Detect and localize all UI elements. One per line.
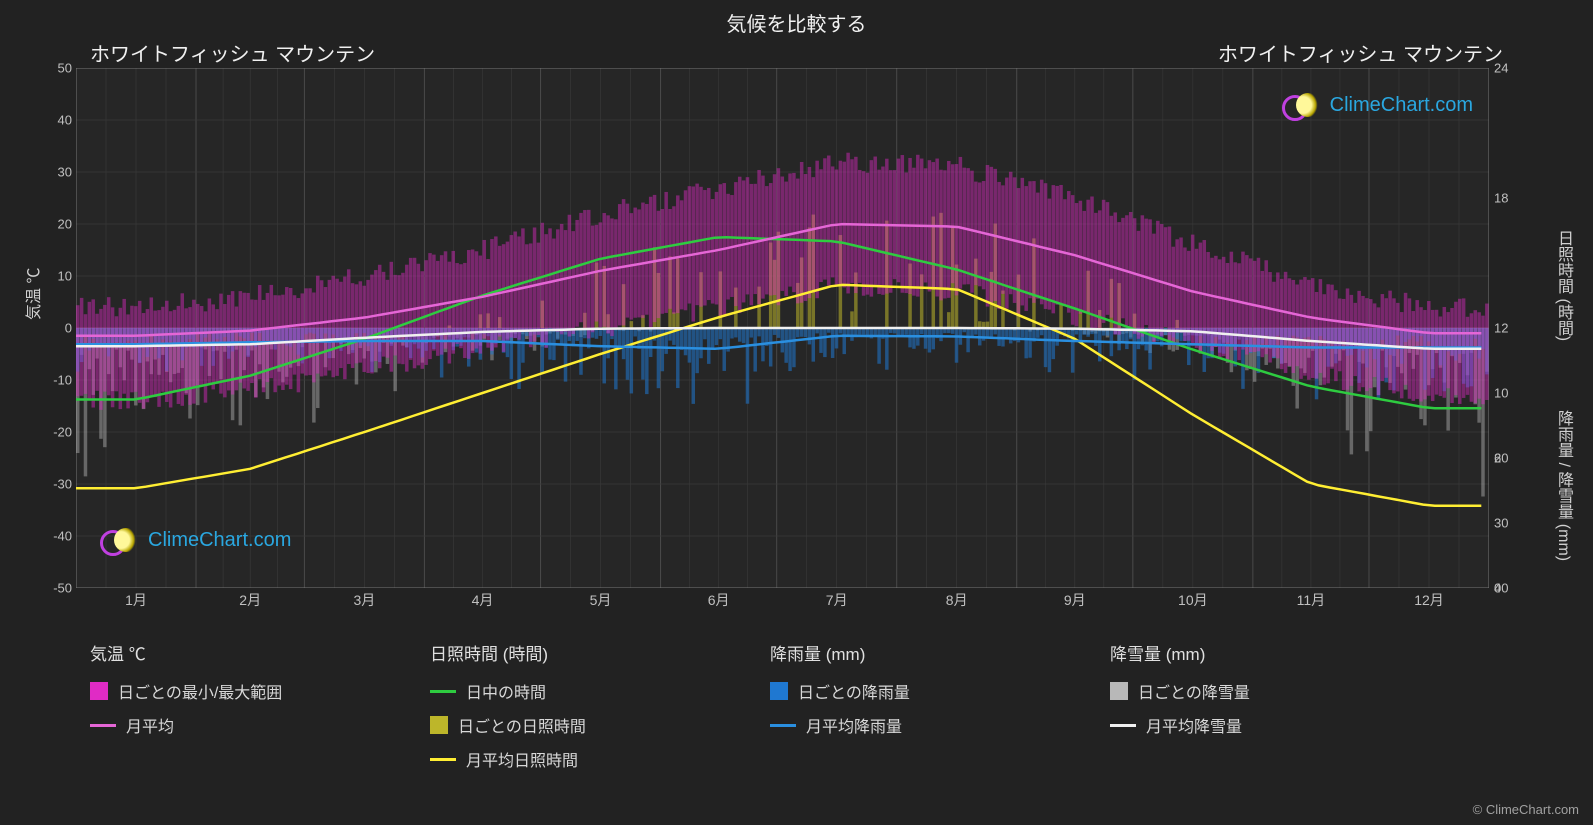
legend-label: 月平均 bbox=[126, 713, 174, 737]
x-tick-month: 3月 bbox=[354, 590, 376, 610]
x-tick-month: 7月 bbox=[826, 590, 848, 610]
legend-swatch bbox=[430, 758, 456, 761]
y-tick-left: 10 bbox=[44, 269, 72, 284]
y-tick-left: 40 bbox=[44, 113, 72, 128]
legend-group: 降雪量 (mm) 日ごとの降雪量月平均降雪量 bbox=[1110, 640, 1410, 771]
legend: 気温 ℃ 日ごとの最小/最大範囲月平均 日照時間 (時間) 日中の時間日ごとの日照時間… bbox=[90, 640, 1510, 771]
x-tick-month: 10月 bbox=[1178, 590, 1208, 610]
x-ticks-months: 1月 2月 3月 4月 5月 6月 7月 8月 9月 10月 11月 12月 bbox=[76, 590, 1489, 614]
legend-swatch bbox=[770, 724, 796, 727]
y-tick-left: -40 bbox=[44, 529, 72, 544]
x-tick-month: 5月 bbox=[590, 590, 612, 610]
legend-swatch bbox=[1110, 724, 1136, 727]
y-tick-left: -30 bbox=[44, 477, 72, 492]
y-tick-left: 30 bbox=[44, 165, 72, 180]
y-tick-left: 20 bbox=[44, 217, 72, 232]
y-tick-left: 0 bbox=[44, 321, 72, 336]
legend-swatch bbox=[430, 716, 448, 734]
legend-label: 日ごとの最小/最大範囲 bbox=[118, 679, 282, 703]
legend-swatch bbox=[1110, 682, 1128, 700]
legend-label: 日ごとの降雨量 bbox=[798, 679, 910, 703]
legend-label: 月平均降雪量 bbox=[1146, 713, 1242, 737]
legend-item: 日ごとの最小/最大範囲 bbox=[90, 679, 390, 703]
legend-item: 日ごとの降雪量 bbox=[1110, 679, 1410, 703]
y-tick-left: 50 bbox=[44, 61, 72, 76]
legend-label: 月平均日照時間 bbox=[466, 747, 578, 771]
copyright-label: © ClimeChart.com bbox=[1473, 802, 1579, 817]
x-tick-month: 8月 bbox=[946, 590, 968, 610]
y-tick-right-precip: 10 bbox=[1494, 386, 1524, 401]
legend-group-title: 気温 ℃ bbox=[90, 640, 390, 665]
legend-swatch bbox=[90, 724, 116, 727]
legend-item: 日中の時間 bbox=[430, 679, 730, 703]
legend-item: 月平均降雪量 bbox=[1110, 713, 1410, 737]
y-tick-left: -10 bbox=[44, 373, 72, 388]
x-tick-month: 1月 bbox=[125, 590, 147, 610]
x-tick-month: 4月 bbox=[472, 590, 494, 610]
y-axis-right-top-label: 日照時間 (時間) bbox=[1551, 230, 1575, 341]
legend-label: 日中の時間 bbox=[466, 679, 546, 703]
y-tick-right-precip: 30 bbox=[1494, 516, 1524, 531]
legend-item: 月平均降雨量 bbox=[770, 713, 1070, 737]
legend-label: 日ごとの降雪量 bbox=[1138, 679, 1250, 703]
location-label-right: ホワイトフィッシュ マウンテン bbox=[1218, 38, 1503, 67]
y-ticks-left: -50-40-30-20-1001020304050 bbox=[44, 68, 72, 588]
x-tick-month: 11月 bbox=[1297, 590, 1326, 610]
legend-group-title: 降雪量 (mm) bbox=[1110, 640, 1410, 665]
legend-label: 日ごとの日照時間 bbox=[458, 713, 586, 737]
x-tick-month: 9月 bbox=[1064, 590, 1086, 610]
legend-item: 日ごとの降雨量 bbox=[770, 679, 1070, 703]
legend-group-title: 日照時間 (時間) bbox=[430, 640, 730, 665]
legend-group-title: 降雨量 (mm) bbox=[770, 640, 1070, 665]
legend-group: 気温 ℃ 日ごとの最小/最大範囲月平均 bbox=[90, 640, 390, 771]
legend-item: 日ごとの日照時間 bbox=[430, 713, 730, 737]
location-label-left: ホワイトフィッシュ マウンテン bbox=[90, 38, 375, 67]
legend-item: 月平均 bbox=[90, 713, 390, 737]
y-ticks-right-precip: 10203040 bbox=[1494, 68, 1524, 588]
y-tick-right-precip: 20 bbox=[1494, 451, 1524, 466]
legend-group: 日照時間 (時間) 日中の時間日ごとの日照時間月平均日照時間 bbox=[430, 640, 730, 771]
chart-svg bbox=[76, 68, 1489, 588]
legend-group: 降雨量 (mm) 日ごとの降雨量月平均降雨量 bbox=[770, 640, 1070, 771]
y-tick-left: -20 bbox=[44, 425, 72, 440]
legend-label: 月平均降雨量 bbox=[806, 713, 902, 737]
chart-title: 気候を比較する bbox=[0, 8, 1593, 37]
legend-item: 月平均日照時間 bbox=[430, 747, 730, 771]
y-axis-right-bottom-label: 降雨量 / 降雪量 (mm) bbox=[1551, 410, 1575, 561]
y-tick-right-precip: 40 bbox=[1494, 581, 1524, 596]
y-axis-left-label: 気温 ℃ bbox=[20, 268, 44, 320]
chart-plot-area bbox=[76, 68, 1489, 588]
x-tick-month: 2月 bbox=[239, 590, 261, 610]
x-tick-month: 12月 bbox=[1414, 590, 1444, 610]
y-tick-left: -50 bbox=[44, 581, 72, 596]
legend-swatch bbox=[90, 682, 108, 700]
x-tick-month: 6月 bbox=[708, 590, 730, 610]
legend-swatch bbox=[430, 690, 456, 693]
legend-swatch bbox=[770, 682, 788, 700]
